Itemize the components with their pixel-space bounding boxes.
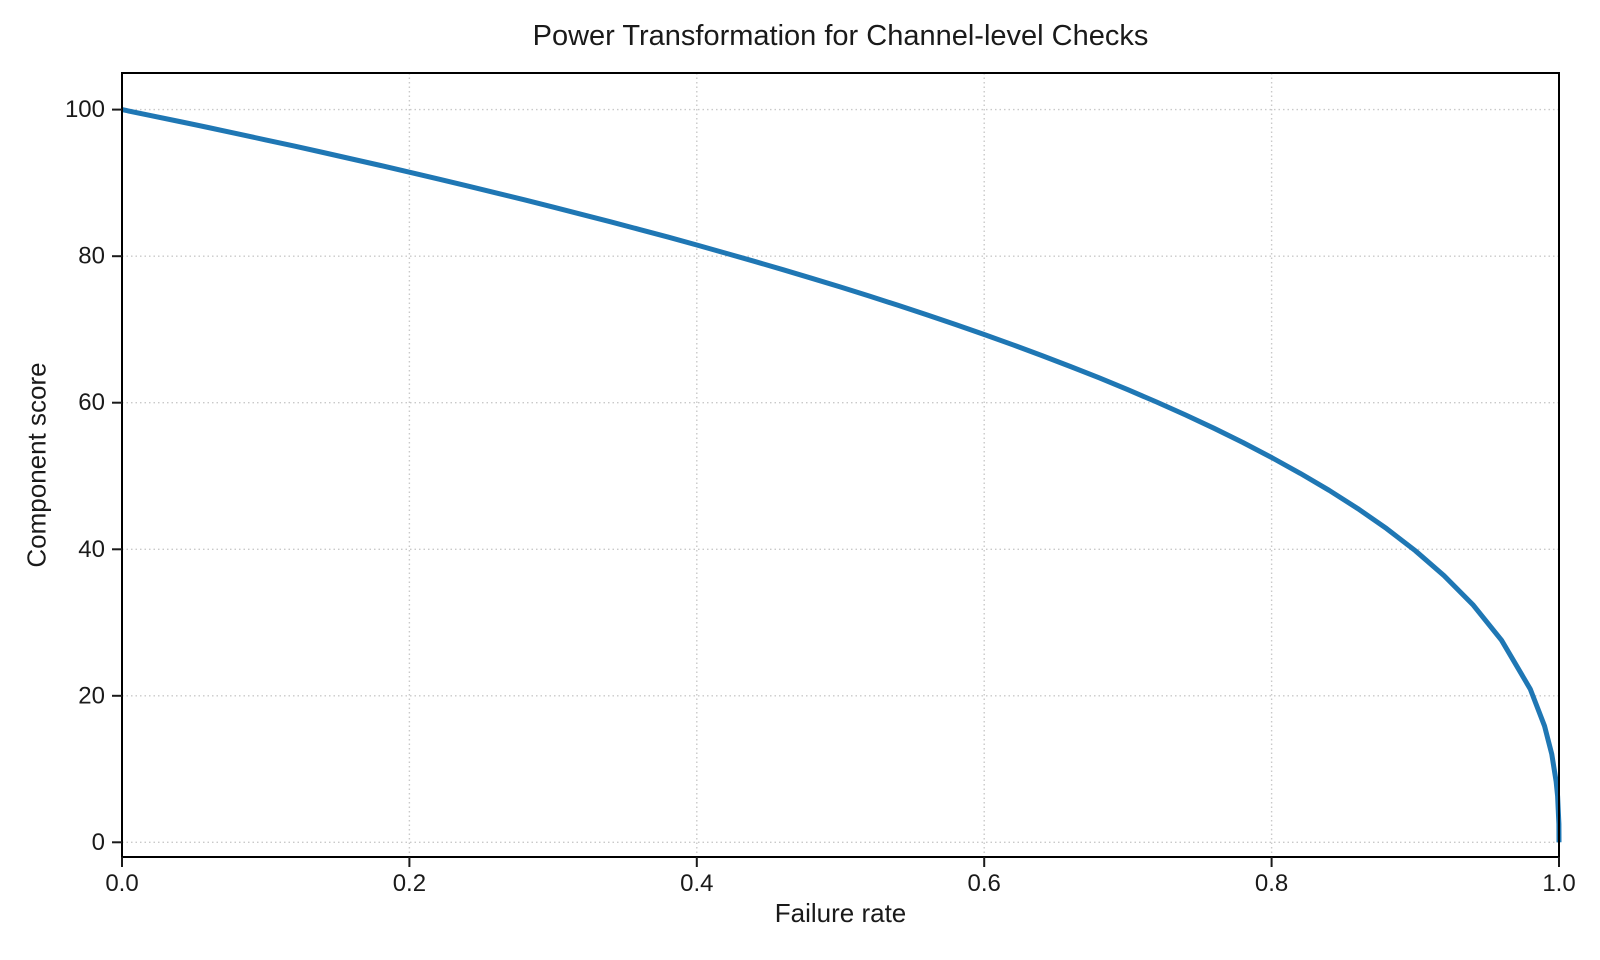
y-axis-label: Component score — [21, 362, 52, 568]
x-tick-label: 0.4 — [680, 870, 713, 897]
x-tick-label: 1.0 — [1542, 870, 1575, 897]
axes-spines — [121, 72, 1560, 858]
y-tick-label: 0 — [92, 829, 105, 856]
chart-title: Power Transformation for Channel-level C… — [532, 20, 1149, 52]
x-tick-label: 0.6 — [968, 870, 1001, 897]
curve-power-transform — [121, 107, 1562, 843]
x-axis-label: Failure rate — [774, 898, 907, 928]
y-tick-label: 40 — [78, 536, 105, 563]
axis-ticks: 0.0 0.2 0.4 0.6 0.8 1.0 0 20 40 60 80 100 — [65, 96, 1576, 897]
gridlines — [121, 73, 1560, 857]
y-tick-label: 100 — [65, 96, 105, 123]
x-tick-label: 0.8 — [1255, 870, 1288, 897]
x-tick-label: 0.2 — [393, 870, 426, 897]
x-tick-label: 0.0 — [105, 870, 138, 897]
y-tick-label: 80 — [78, 243, 105, 270]
y-tick-label: 20 — [78, 682, 105, 709]
y-tick-label: 60 — [78, 389, 105, 416]
